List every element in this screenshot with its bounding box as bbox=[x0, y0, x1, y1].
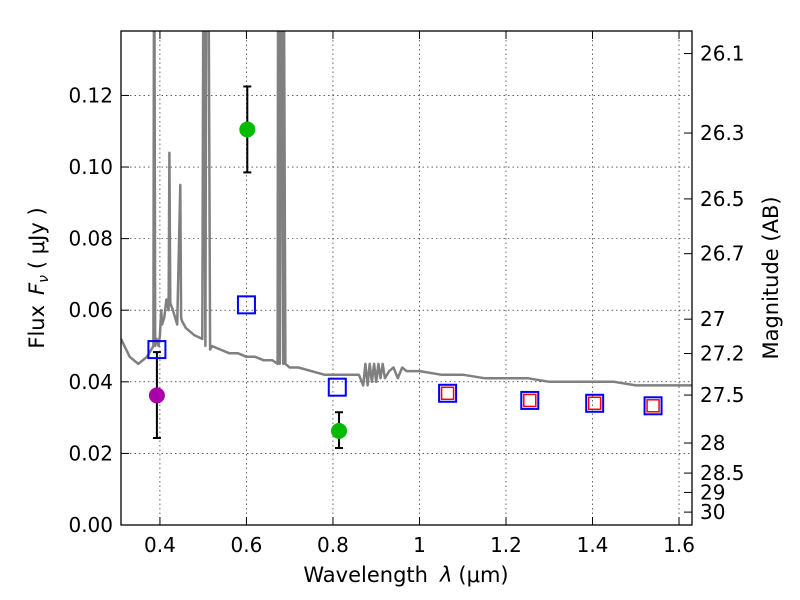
model-square-blue bbox=[147, 340, 167, 360]
y-tick-label: 0.02 bbox=[68, 441, 113, 465]
observed-point bbox=[148, 387, 165, 404]
model-square-red bbox=[646, 399, 660, 413]
model-square-red bbox=[523, 393, 537, 408]
model-square-blue bbox=[643, 396, 663, 416]
model-square-blue bbox=[585, 393, 605, 413]
model-square-blue bbox=[438, 383, 458, 403]
x-tick-label: 0.8 bbox=[317, 533, 349, 557]
y2-tick-label: 26.1 bbox=[700, 42, 745, 66]
y2-tick-label: 30 bbox=[700, 500, 725, 524]
y2-tick-label: 27.5 bbox=[700, 383, 745, 407]
y-tick-label: 0.04 bbox=[68, 370, 113, 394]
y2-axis-label: Magnitude (AB) bbox=[759, 196, 783, 359]
observed-point bbox=[331, 422, 348, 439]
x-tick-label: 0.4 bbox=[144, 533, 176, 557]
y-tick-label: 0.12 bbox=[68, 83, 113, 107]
model-square-red bbox=[440, 386, 455, 401]
y2-tick-label: 28 bbox=[700, 431, 725, 455]
y2-tick-label: 26.7 bbox=[700, 242, 745, 266]
spectrum-series bbox=[121, 31, 692, 387]
y-axis-label: FluxFν( μJy ) bbox=[25, 207, 52, 348]
model-square-blue bbox=[520, 390, 540, 410]
x-tick-label: 1.4 bbox=[577, 533, 609, 557]
x-tick-label: 1 bbox=[413, 533, 426, 557]
spectrum-line bbox=[121, 31, 692, 387]
plot-frame bbox=[120, 30, 693, 526]
x-tick-label: 1.2 bbox=[490, 533, 522, 557]
y2-tick-label: 27.2 bbox=[700, 342, 745, 366]
model-square-blue bbox=[236, 295, 256, 315]
y2-tick-label: 28.5 bbox=[700, 461, 745, 485]
y2-tick-label: 26.3 bbox=[700, 121, 745, 145]
y-tick-label: 0.00 bbox=[68, 513, 113, 537]
model-square-blue bbox=[327, 377, 347, 397]
axis-ticks: 0.4 0.6 0.8 1 1.2 1.4 1.6 0.00 0.02 0.04 0.06 0.08 0… bbox=[68, 31, 745, 557]
y2-tick-label: 26.5 bbox=[700, 187, 745, 211]
observed-point bbox=[239, 121, 256, 138]
model-square-red bbox=[587, 396, 602, 411]
y-tick-label: 0.08 bbox=[68, 227, 113, 251]
x-tick-label: 0.6 bbox=[231, 533, 263, 557]
y2-tick-label: 27 bbox=[700, 307, 725, 331]
x-tick-label: 1.6 bbox=[663, 533, 695, 557]
y2-tick-label: 29 bbox=[700, 480, 725, 504]
y-tick-label: 0.10 bbox=[68, 155, 113, 179]
x-axis-label: Wavelength λ (μm) bbox=[303, 563, 508, 587]
data-markers bbox=[147, 85, 663, 450]
y-tick-label: 0.06 bbox=[68, 298, 113, 322]
